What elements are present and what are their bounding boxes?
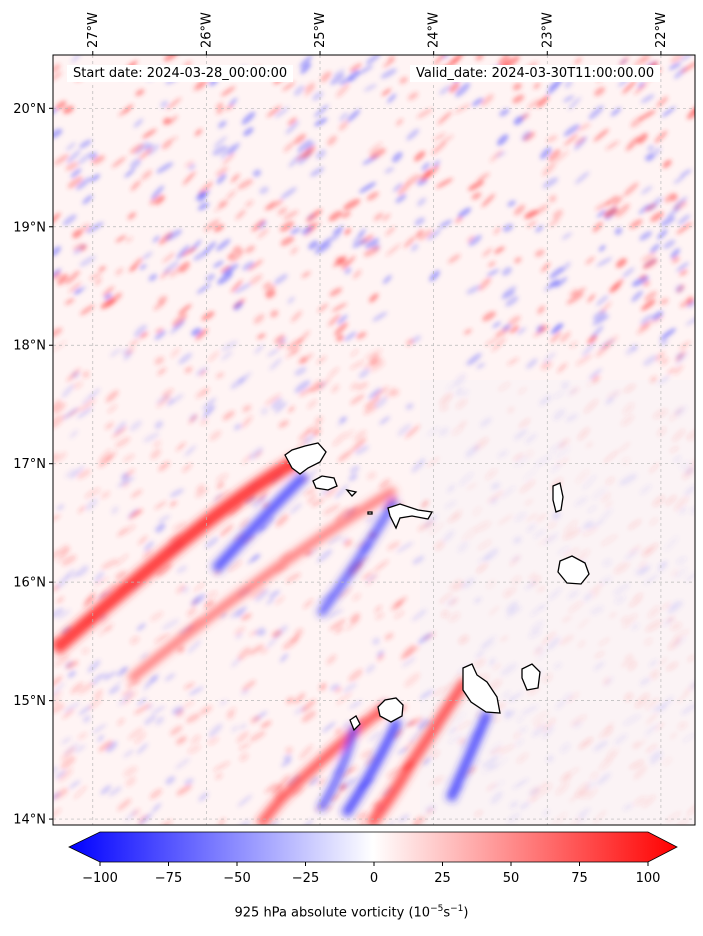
wake-red-santo-antao bbox=[53, 453, 302, 656]
lon-tick-label: 25°W bbox=[313, 12, 328, 48]
island-sao-nicolau bbox=[387, 503, 434, 530]
lat-tick-label: 19°N bbox=[13, 220, 46, 235]
island-raso bbox=[367, 511, 373, 515]
island-brava bbox=[349, 715, 361, 732]
island-santiago bbox=[462, 663, 501, 714]
lat-tick-label: 18°N bbox=[13, 339, 46, 354]
colorbar-ticks: −100 −75 −50 −25 0 25 50 75 100 bbox=[82, 862, 660, 886]
wake-blue-brava bbox=[317, 724, 359, 812]
lat-tick-label: 20°N bbox=[13, 102, 46, 117]
island-santa-luzia bbox=[345, 488, 358, 497]
gridlines bbox=[53, 55, 695, 825]
island-sal bbox=[552, 482, 564, 513]
lon-tick-label: 24°W bbox=[427, 12, 442, 48]
colorbar-tick-label: −25 bbox=[292, 871, 319, 886]
colorbar-title: 925 hPa absolute vorticity (10−5s−1) bbox=[234, 904, 469, 921]
colorbar-tick-label: −75 bbox=[155, 871, 182, 886]
island-outlines bbox=[284, 442, 590, 732]
start-date-label: Start date: 2024-03-28_00:00:00 bbox=[67, 65, 294, 82]
colorbar-body bbox=[68, 831, 678, 863]
wake-blue-sao-nicolau bbox=[316, 497, 399, 618]
plot-frame bbox=[52, 54, 696, 826]
lon-tick-label: 23°W bbox=[540, 12, 555, 48]
axis-ticks: 27°W 26°W 25°W 24°W 23°W 22°W 20°N 19°N 18°N 17°N… bbox=[13, 12, 669, 828]
wake-red-fogo bbox=[256, 701, 392, 825]
wake-blue-santiago bbox=[445, 710, 493, 802]
lon-tick-label: 27°W bbox=[86, 12, 101, 48]
vorticity-field bbox=[53, 55, 695, 825]
colorbar-tick-label: 0 bbox=[370, 871, 378, 886]
wake-blue-santo-antao bbox=[211, 471, 309, 574]
island-wake-streaks bbox=[53, 453, 493, 825]
valid-date-label: Valid_date: 2024-03-30T11:00:00.00 bbox=[410, 65, 661, 82]
colorbar-tick-label: 25 bbox=[434, 871, 451, 886]
wake-blue-fogo bbox=[341, 718, 403, 818]
island-boa-vista bbox=[557, 555, 590, 585]
lat-tick-label: 15°N bbox=[13, 694, 46, 709]
colorbar-tick-label: 100 bbox=[636, 871, 661, 886]
island-sao-vicente bbox=[312, 475, 338, 491]
colorbar-tick-label: 75 bbox=[571, 871, 588, 886]
colorbar-tick-label: −50 bbox=[223, 871, 250, 886]
colorbar-tick-label: 50 bbox=[503, 871, 520, 886]
lat-tick-label: 17°N bbox=[13, 457, 46, 472]
colorbar-tick-label: −100 bbox=[82, 871, 118, 886]
island-fogo bbox=[377, 697, 404, 723]
vorticity-noise bbox=[53, 55, 695, 825]
lon-tick-label: 26°W bbox=[199, 12, 214, 48]
lat-tick-label: 16°N bbox=[13, 576, 46, 591]
lon-tick-label: 22°W bbox=[654, 12, 669, 48]
wake-red-sao-nicolau bbox=[127, 486, 398, 684]
colorbar: −100 −75 −50 −25 0 25 50 75 100 bbox=[68, 831, 678, 886]
island-santo-antao bbox=[284, 442, 327, 475]
lat-tick-label: 14°N bbox=[13, 813, 46, 828]
wake-red-santiago bbox=[365, 677, 471, 825]
island-maio bbox=[521, 663, 541, 691]
